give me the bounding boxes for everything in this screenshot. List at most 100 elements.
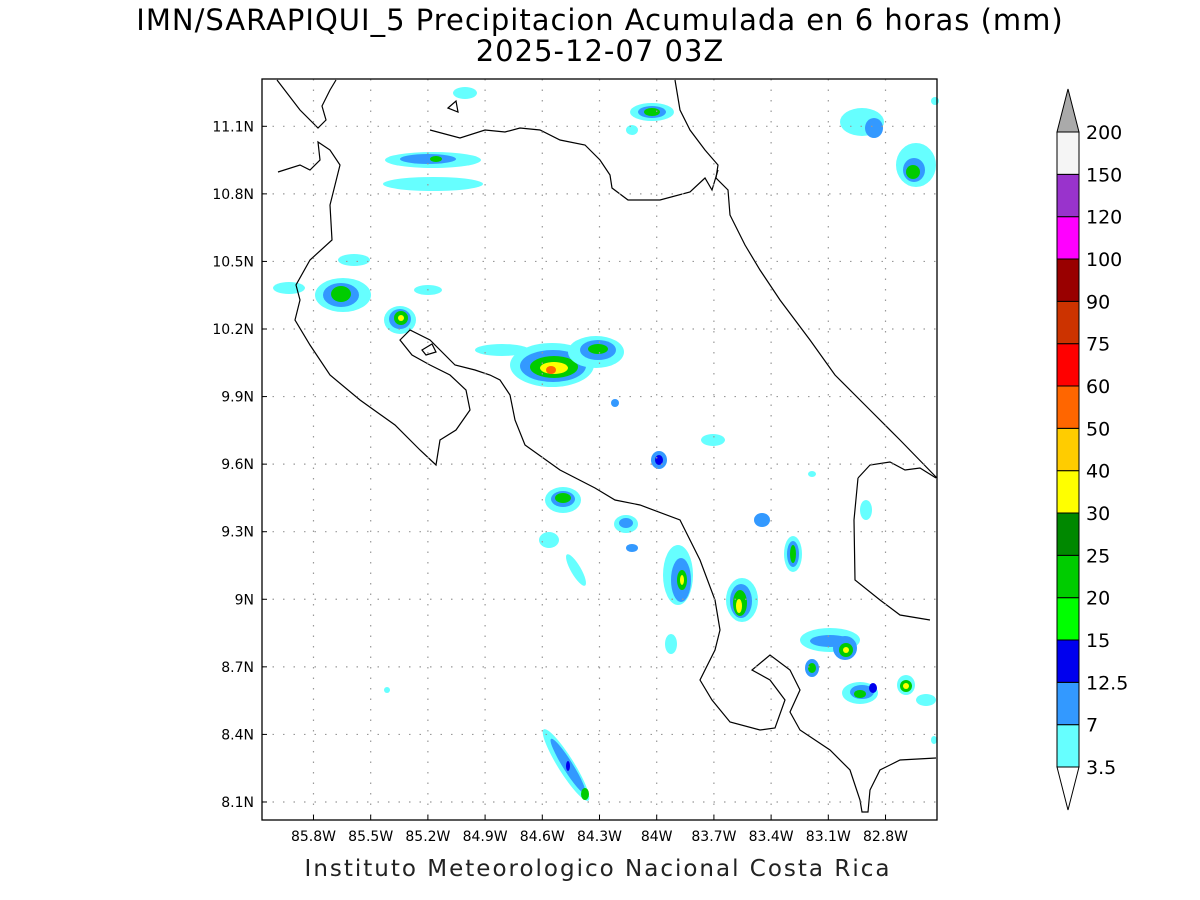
rain-cell [808, 471, 816, 477]
lat-tick-label: 11.1N [212, 119, 254, 135]
rain-cell [400, 154, 456, 164]
rain-cell [736, 599, 742, 613]
rain-cell [906, 165, 920, 179]
colorbar-bottom-arrow [1056, 766, 1080, 811]
rain-cell [790, 545, 796, 563]
rain-cell [754, 513, 770, 527]
lat-tick-label: 10.5N [212, 254, 254, 270]
longitude-axis: 85.8W 85.5W 85.2W 84.9W 84.6W 84.3W 84W 83.7W 83… [291, 815, 908, 845]
rain-cell [916, 694, 936, 706]
rain-cell [581, 788, 589, 800]
lat-tick-label: 9.9N [221, 390, 254, 406]
rain-cell [588, 344, 608, 354]
colorbar-top-arrow [1056, 88, 1080, 133]
rain-cell [338, 254, 370, 266]
latitude-axis: 11.1N 10.8N 10.5N 10.2N 9.9N 9.6N 9.3N 9N 8.7N 8.… [212, 119, 267, 811]
colorbar-label: 75 [1086, 334, 1110, 356]
coastline-island [446, 99, 459, 113]
precipitation-field [273, 87, 939, 801]
colorbar-label: 120 [1086, 207, 1122, 229]
footer-credit: Instituto Meteorologico Nacional Costa R… [304, 856, 892, 882]
colorbar-segment [1056, 173, 1080, 218]
colorbar-segment [1056, 512, 1080, 556]
rain-cell [843, 647, 849, 653]
lat-tick-label: 8.4N [221, 727, 254, 743]
lat-tick-label: 9.6N [221, 457, 254, 473]
rain-cell [655, 455, 663, 465]
rain-cell [566, 761, 570, 771]
colorbar-legend: 3.5 7 12.5 15 20 25 30 40 50 60 75 90 100 120 150 200 [1056, 88, 1128, 811]
colorbar-segment [1056, 470, 1080, 514]
rain-cell [453, 87, 477, 99]
lon-tick-label: 85.5W [348, 829, 393, 845]
rain-cell [398, 315, 404, 321]
grid-lines [262, 79, 937, 820]
rain-cell [903, 683, 909, 689]
colorbar-segment [1056, 216, 1080, 260]
colorbar-segment [1056, 343, 1080, 387]
colorbar-label: 150 [1086, 164, 1122, 186]
colorbar-label: 12.5 [1086, 672, 1128, 694]
rain-cell [680, 575, 684, 585]
colorbar-segment [1056, 131, 1080, 175]
lon-tick-label: 84W [641, 829, 673, 845]
rain-cell [539, 532, 559, 548]
rain-cell [860, 500, 872, 520]
colorbar-segment [1056, 597, 1080, 641]
rain-cell [331, 286, 351, 302]
rain-cell [384, 687, 390, 693]
lat-tick-label: 9N [235, 592, 254, 608]
rain-cell [644, 108, 660, 116]
rain-cell [854, 690, 866, 698]
rain-cell [619, 518, 633, 528]
colorbar-segment [1056, 385, 1080, 429]
rain-cell [475, 344, 529, 356]
rain-cell [430, 156, 442, 162]
colorbar-label: 30 [1086, 503, 1110, 525]
colorbar-label: 20 [1086, 588, 1110, 610]
colorbar-label: 60 [1086, 376, 1110, 398]
rain-cell [546, 366, 556, 374]
coastline-pacific [276, 79, 937, 813]
colorbar-segment [1056, 258, 1080, 302]
lat-tick-label: 9.3N [221, 525, 254, 541]
rain-cell [931, 736, 937, 744]
colorbar-label: 7 [1086, 715, 1098, 737]
rain-cell [566, 554, 586, 586]
lon-tick-label: 85.2W [405, 829, 450, 845]
rain-cell [931, 97, 939, 105]
rain-cell [869, 683, 877, 693]
colorbar-segment [1056, 681, 1080, 726]
colorbar-label: 90 [1086, 291, 1110, 313]
colorbar-label: 40 [1086, 461, 1110, 483]
rain-cell [701, 434, 725, 446]
rain-cell [665, 634, 677, 654]
colorbar-label: 15 [1086, 630, 1110, 652]
rain-cell [808, 663, 816, 673]
coastline-lake-nicaragua [429, 127, 719, 201]
lon-tick-label: 82.8W [863, 829, 908, 845]
lat-tick-label: 10.8N [212, 187, 254, 203]
lon-tick-label: 83.7W [691, 829, 736, 845]
lon-tick-label: 83.1W [806, 829, 851, 845]
coastline-caribbean [674, 79, 938, 479]
lon-tick-label: 83.4W [749, 829, 794, 845]
coastline-gulf-island [421, 343, 437, 356]
colorbar-segment [1056, 427, 1080, 472]
lat-tick-label: 8.7N [221, 660, 254, 676]
colorbar-segment [1056, 639, 1080, 683]
map-title: IMN/SARAPIQUI_5 Precipitacion Acumulada … [136, 3, 1064, 37]
rain-cell [626, 544, 638, 552]
colorbar-label: 50 [1086, 418, 1110, 440]
lon-tick-label: 84.6W [520, 829, 565, 845]
colorbar-label: 200 [1086, 122, 1122, 144]
rain-cell [383, 177, 483, 191]
colorbar-segment [1056, 300, 1080, 345]
lon-tick-label: 84.3W [577, 829, 622, 845]
rain-cell [626, 125, 638, 135]
colorbar-label: 100 [1086, 249, 1122, 271]
colorbar-segment [1056, 724, 1080, 768]
lat-tick-label: 10.2N [212, 322, 254, 338]
coastline-panama [853, 461, 937, 621]
